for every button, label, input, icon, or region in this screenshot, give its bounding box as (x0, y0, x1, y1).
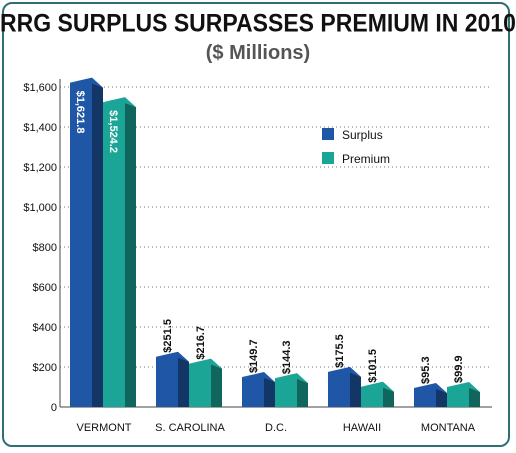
bar-premium-front (189, 363, 211, 407)
bar-surplus-front (242, 377, 264, 407)
bar-premium-top (447, 382, 480, 393)
data-label: $216.7 (195, 326, 207, 360)
bar-premium-top (189, 358, 222, 369)
chart-subtitle: ($ Millions) (205, 42, 311, 64)
legend-label-surplus: Surplus (342, 128, 383, 142)
data-label: $251.5 (162, 319, 174, 353)
bar-premium-side (211, 363, 222, 407)
bar-surplus-top (242, 372, 275, 383)
x-category-label: S. CAROLINA (155, 422, 225, 434)
bar-surplus-front (156, 356, 178, 407)
bar-premium-front (275, 378, 297, 407)
bar-surplus-side (92, 82, 103, 407)
y-tick-label: $1,200 (23, 162, 57, 174)
bar-surplus-front (414, 387, 436, 407)
bar-premium-side (125, 102, 136, 407)
x-category-label: MONTANA (421, 422, 476, 434)
bar-premium-side (297, 378, 308, 407)
legend-swatch-surplus (322, 128, 334, 140)
x-category-label: VERMONT (77, 422, 132, 434)
data-label: $101.5 (367, 349, 379, 383)
bar-premium-side (383, 386, 394, 407)
y-tick-label: $1,000 (23, 202, 57, 214)
bar-surplus-side (178, 356, 189, 407)
chart-title: RRG SURPLUS SURPASSES PREMIUM IN 2010 (0, 8, 516, 38)
bar-surplus-top (414, 382, 447, 393)
bar-surplus-side (264, 377, 275, 407)
bar-surplus-top (156, 351, 189, 362)
y-tick-label: $400 (33, 322, 57, 334)
data-label: $1,621.8 (74, 91, 86, 134)
bar-premium-side (469, 387, 480, 407)
y-tick-label: 0 (51, 402, 57, 414)
y-tick-label: $1,400 (23, 122, 57, 134)
bar-surplus-top (70, 77, 103, 88)
bar-surplus-front (328, 371, 350, 407)
data-label: $149.7 (248, 339, 260, 373)
bar-premium-top (361, 381, 394, 392)
bar-premium-top (103, 97, 136, 108)
bar-surplus-front (70, 82, 92, 407)
bar-premium-top (275, 373, 308, 384)
data-label: $95.3 (420, 356, 432, 384)
bar-premium-front (103, 102, 125, 407)
data-label: $144.3 (281, 340, 293, 374)
bar-surplus-side (436, 387, 447, 407)
legend-swatch-premium (322, 152, 334, 164)
y-tick-label: $200 (33, 362, 57, 374)
bar-surplus-top (328, 366, 361, 377)
bar-surplus-side (350, 371, 361, 407)
x-category-label: HAWAII (343, 422, 381, 434)
data-label: $99.9 (453, 355, 465, 383)
data-label: $175.5 (334, 334, 346, 368)
bar-premium-front (361, 386, 383, 407)
y-tick-label: $1,600 (23, 82, 57, 94)
legend-label-premium: Premium (342, 152, 390, 166)
y-tick-label: $600 (33, 282, 57, 294)
y-tick-label: $800 (33, 242, 57, 254)
bar-premium-front (447, 387, 469, 407)
x-category-label: D.C. (265, 422, 287, 434)
data-label: $1,524.2 (107, 110, 119, 153)
